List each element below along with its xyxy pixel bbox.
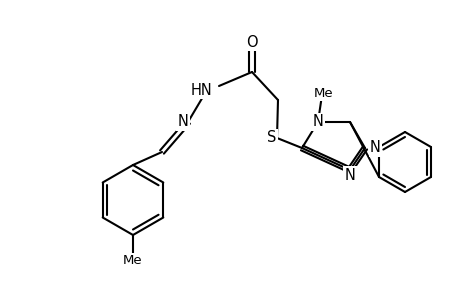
Text: Me: Me [123,254,142,268]
Text: HN: HN [190,82,213,98]
Text: S: S [267,130,276,146]
Text: N: N [344,167,355,182]
Text: N: N [369,140,380,155]
Text: N: N [177,115,188,130]
Text: N: N [312,115,323,130]
Text: O: O [246,34,257,50]
Text: Me: Me [313,86,333,100]
